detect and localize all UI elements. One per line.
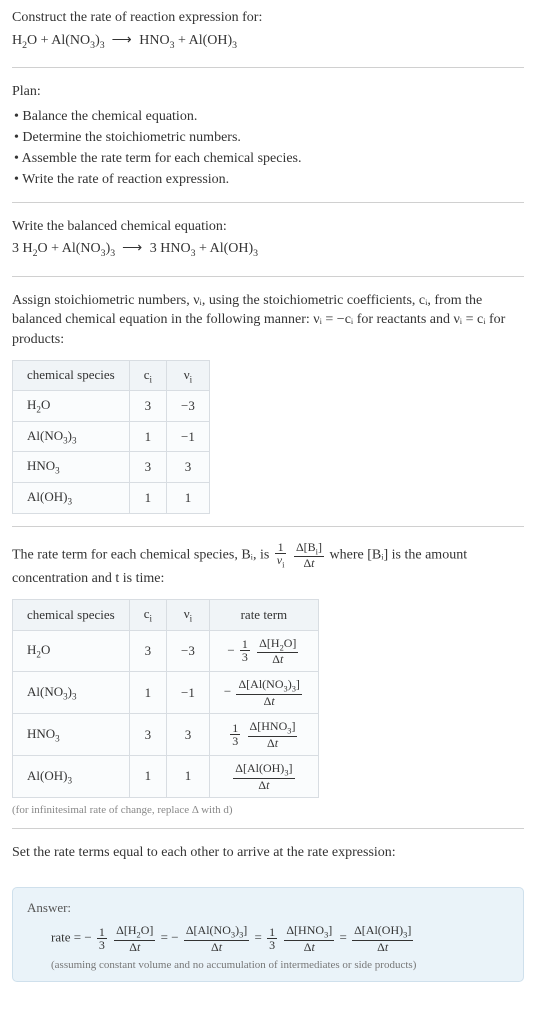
table2-cell: Al(OH)3: [13, 755, 130, 797]
table1-cell: Al(OH)3: [13, 482, 130, 513]
table1-cell: 1: [129, 482, 166, 513]
balanced-title: Write the balanced chemical equation:: [12, 217, 524, 237]
stoich-table-1: chemical speciesciνiH2O3−3Al(NO3)31−1HNO…: [12, 360, 210, 514]
table-row: Al(OH)311: [13, 482, 210, 513]
table2-header: rate term: [209, 599, 318, 630]
table-row: Al(OH)311Δ[Al(OH)3]Δt: [13, 755, 319, 797]
table1-cell: −3: [167, 391, 210, 422]
table2-cell: Al(NO3)3: [13, 672, 130, 714]
section-assign: Assign stoichiometric numbers, νᵢ, using…: [12, 291, 524, 527]
answer-title: Answer:: [27, 900, 509, 916]
answer-note: (assuming constant volume and no accumul…: [27, 959, 509, 971]
table2-cell: 3: [167, 714, 210, 756]
table-row: HNO333: [13, 452, 210, 483]
table2-cell: 1: [129, 755, 166, 797]
table2-cell: − Δ[Al(NO3)3]Δt: [209, 672, 318, 714]
table2-note: (for infinitesimal rate of change, repla…: [12, 804, 524, 816]
plan-title: Plan:: [12, 82, 524, 102]
table2-cell: Δ[Al(OH)3]Δt: [209, 755, 318, 797]
table1-cell: Al(NO3)3: [13, 421, 130, 452]
problem-title: Construct the rate of reaction expressio…: [12, 8, 524, 28]
table2-cell: 1: [129, 672, 166, 714]
table2-header: νi: [167, 599, 210, 630]
assign-text: Assign stoichiometric numbers, νᵢ, using…: [12, 291, 524, 350]
balanced-equation: 3 H2O + Al(NO3)3 ⟶ 3 HNO3 + Al(OH)3: [12, 239, 524, 261]
table1-cell: 3: [129, 452, 166, 483]
table2-cell: 13 Δ[HNO3]Δt: [209, 714, 318, 756]
plan-list: • Balance the chemical equation.• Determ…: [12, 106, 524, 190]
table-row: H2O3−3− 13 Δ[H2O]Δt: [13, 630, 319, 672]
table2-wrapper: chemical speciesciνirate termH2O3−3− 13 …: [12, 599, 524, 798]
table1-header: νi: [167, 360, 210, 391]
table2-cell: 3: [129, 714, 166, 756]
table1-cell: 1: [129, 421, 166, 452]
table2-cell: HNO3: [13, 714, 130, 756]
problem-equation: H2O + Al(NO3)3 ⟶ HNO3 + Al(OH)3: [12, 31, 524, 53]
table2-cell: −1: [167, 672, 210, 714]
section-final: Set the rate terms equal to each other t…: [12, 843, 524, 878]
answer-box: Answer: rate = − 13 Δ[H2O]Δt = − Δ[Al(NO…: [12, 887, 524, 982]
answer-expression: rate = − 13 Δ[H2O]Δt = − Δ[Al(NO3)3]Δt =…: [27, 924, 509, 953]
plan-item: • Determine the stoichiometric numbers.: [14, 127, 524, 148]
table1-cell: H2O: [13, 391, 130, 422]
table2-cell: 1: [167, 755, 210, 797]
table1-cell: 3: [129, 391, 166, 422]
table1-header: chemical species: [13, 360, 130, 391]
plan-item: • Balance the chemical equation.: [14, 106, 524, 127]
table2-header: chemical species: [13, 599, 130, 630]
table2-cell: −3: [167, 630, 210, 672]
page-root: Construct the rate of reaction expressio…: [0, 0, 536, 1002]
plan-item: • Assemble the rate term for each chemic…: [14, 148, 524, 169]
table-row: Al(NO3)31−1: [13, 421, 210, 452]
table2-cell: 3: [129, 630, 166, 672]
table1-cell: −1: [167, 421, 210, 452]
final-text: Set the rate terms equal to each other t…: [12, 843, 524, 863]
table-row: HNO33313 Δ[HNO3]Δt: [13, 714, 319, 756]
table2-cell: − 13 Δ[H2O]Δt: [209, 630, 318, 672]
section-rateterm: The rate term for each chemical species,…: [12, 541, 524, 829]
table1-cell: HNO3: [13, 452, 130, 483]
table1-header: ci: [129, 360, 166, 391]
section-plan: Plan: • Balance the chemical equation.• …: [12, 82, 524, 203]
section-balanced: Write the balanced chemical equation: 3 …: [12, 217, 524, 277]
stoich-table-2: chemical speciesciνirate termH2O3−3− 13 …: [12, 599, 319, 798]
plan-item: • Write the rate of reaction expression.: [14, 169, 524, 190]
table-row: H2O3−3: [13, 391, 210, 422]
table1-cell: 1: [167, 482, 210, 513]
table1-wrapper: chemical speciesciνiH2O3−3Al(NO3)31−1HNO…: [12, 360, 524, 514]
table2-header: ci: [129, 599, 166, 630]
section-problem: Construct the rate of reaction expressio…: [12, 8, 524, 68]
rateterm-text: The rate term for each chemical species,…: [12, 541, 524, 589]
table2-cell: H2O: [13, 630, 130, 672]
table-row: Al(NO3)31−1− Δ[Al(NO3)3]Δt: [13, 672, 319, 714]
table1-cell: 3: [167, 452, 210, 483]
